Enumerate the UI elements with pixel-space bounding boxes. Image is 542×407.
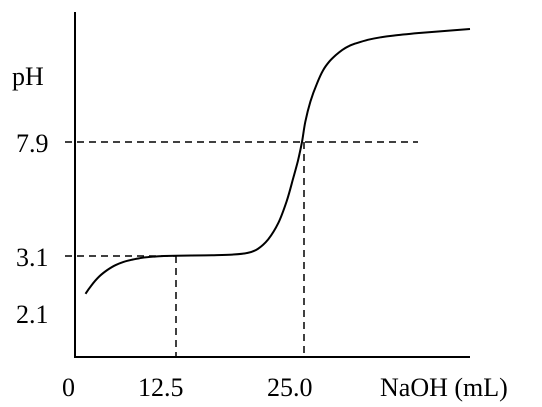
reference-lines xyxy=(65,141,418,357)
x-tick-label-25-0: 25.0 xyxy=(267,373,313,402)
y-tick-label-3-1: 3.1 xyxy=(16,243,49,272)
y-tick-label-7-9: 7.9 xyxy=(16,129,49,158)
y-axis-label: pH xyxy=(12,62,44,91)
y-tick-label-2-1: 2.1 xyxy=(16,300,49,329)
x-axis-label: NaOH (mL) xyxy=(380,373,508,402)
titration-curve xyxy=(84,28,471,295)
x-tick-label-0: 0 xyxy=(62,373,75,402)
x-tick-label-12-5: 12.5 xyxy=(138,373,184,402)
